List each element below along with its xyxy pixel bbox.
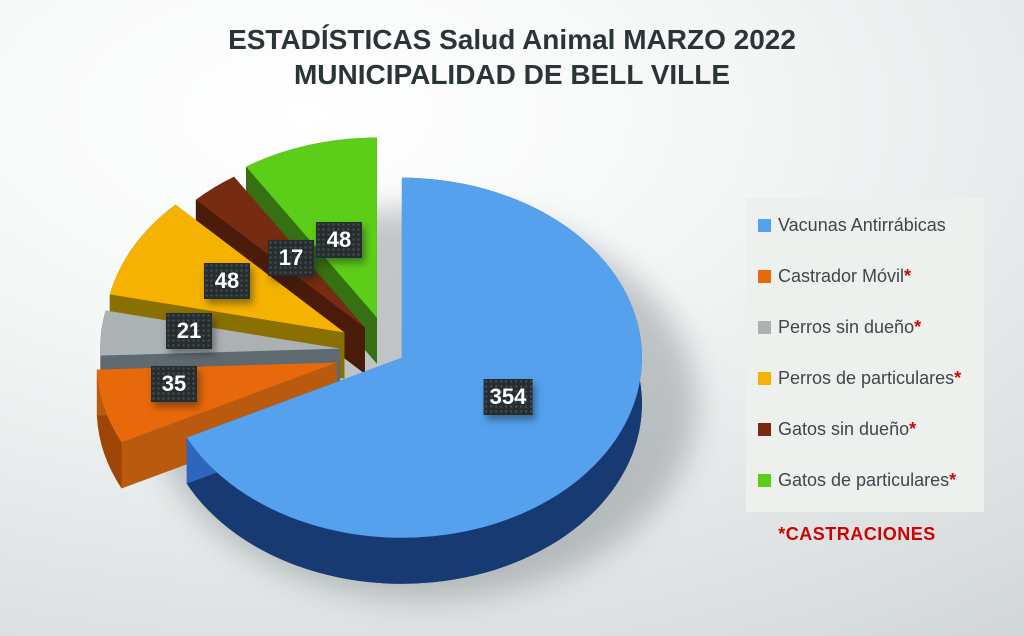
legend-label: Gatos sin dueño [778,419,910,439]
pie-data-label-vacunas-antirrabicas: 354 [483,379,533,415]
legend-swatch [758,423,771,436]
pie-slice-vacunas-antirrabicas [186,177,642,584]
legend-item-gatos-sin-dueno: Gatos sin dueño * [758,404,984,455]
pie-data-label-castrador-movil: 35 [151,366,197,402]
legend-label: Gatos de particulares [778,470,950,490]
castration-asterisk: * [954,368,962,388]
legend-swatch [758,474,771,487]
chart-title-line2: MUNICIPALIDAD DE BELL VILLE [293,59,731,90]
chart-title: ESTADÍSTICAS Salud Animal MARZO 2022 MUN… [0,22,1024,92]
chart-title-line1: ESTADÍSTICAS Salud Animal MARZO 2022 [228,24,796,55]
castration-asterisk: * [909,419,917,439]
legend-item-castrador-movil: Castrador Móvil * [758,251,984,302]
legend: Vacunas Antirrábicas Castrador Móvil * Pe… [746,198,984,512]
legend-label: Perros sin dueño [778,317,915,337]
legend-swatch [758,321,771,334]
castration-asterisk: * [914,317,922,337]
legend-item-vacunas-antirrabicas: Vacunas Antirrábicas [758,200,984,251]
legend-swatch [758,219,771,232]
pie-data-label-perros-de-particulares: 48 [204,263,250,299]
legend-label: Vacunas Antirrábicas [778,215,946,235]
pie-data-label-gatos-sin-dueno: 17 [268,240,314,276]
legend-swatch [758,270,771,283]
legend-label: Perros de particulares [778,368,955,388]
castration-asterisk: * [904,266,912,286]
pie-data-label-gatos-de-particulares: 48 [316,222,362,258]
legend-item-gatos-de-particulares: Gatos de particulares * [758,455,984,506]
legend-swatch [758,372,771,385]
legend-item-perros-sin-dueno: Perros sin dueño * [758,302,984,353]
legend-label: Castrador Móvil [778,266,905,286]
legend-item-perros-de-particulares: Perros de particulares * [758,353,984,404]
castration-asterisk: * [949,470,957,490]
castrations-footnote: *CASTRACIONES [778,524,936,544]
pie-data-label-perros-sin-dueno: 21 [166,313,212,349]
